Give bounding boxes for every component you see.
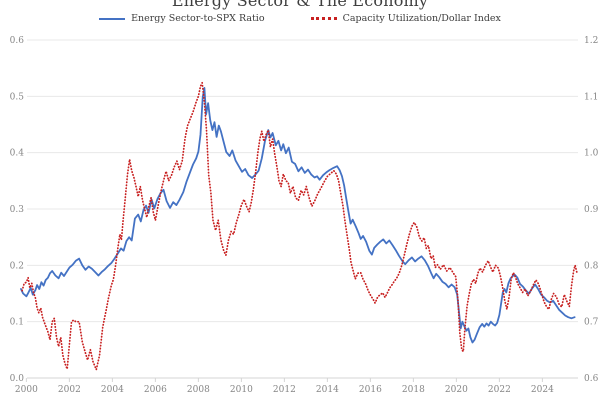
- right-axis-tick-label: 0.8: [584, 261, 599, 271]
- x-axis-tick-label: 2022: [488, 385, 511, 395]
- legend-item-energy-spx: Energy Sector-to-SPX Ratio: [99, 13, 265, 24]
- left-axis-tick-label: 0.6: [10, 36, 25, 46]
- left-axis-tick-label: 0.3: [10, 205, 25, 215]
- x-axis-tick-label: 2000: [15, 385, 38, 395]
- x-axis-tick-label: 2018: [402, 385, 425, 395]
- legend-label: Energy Sector-to-SPX Ratio: [131, 13, 265, 24]
- right-axis-tick-label: 0.9: [584, 205, 599, 215]
- x-axis-tick-label: 2002: [58, 385, 81, 395]
- left-axis-tick-label: 0.2: [10, 261, 24, 271]
- legend-item-capacity-dollar: Capacity Utilization/Dollar Index: [310, 13, 501, 24]
- right-axis-tick-label: 1.1: [584, 92, 598, 102]
- left-axis-tick-label: 0.1: [10, 318, 24, 328]
- left-axis-tick-label: 0.0: [10, 374, 25, 384]
- series-capacity-dollar-line: [21, 81, 578, 371]
- legend-dotted-line-swatch: [310, 17, 337, 20]
- left-axis-tick-label: 0.4: [10, 149, 25, 159]
- x-axis-tick-label: 2014: [316, 385, 339, 395]
- x-axis-tick-label: 2006: [144, 385, 167, 395]
- right-axis-tick-label: 1.0: [584, 149, 599, 159]
- x-axis-tick-label: 2012: [273, 385, 296, 395]
- series-energy-spx-line: [20, 87, 576, 344]
- chart-title: Energy Sector & The Economy: [171, 0, 429, 10]
- x-axis-tick-label: 2010: [230, 385, 253, 395]
- x-axis-tick-label: 2016: [359, 385, 382, 395]
- right-axis-tick-label: 0.6: [584, 374, 599, 384]
- legend-solid-line-swatch: [99, 17, 126, 20]
- chart-legend: Energy Sector-to-SPX Ratio Capacity Util…: [0, 13, 600, 24]
- legend-label: Capacity Utilization/Dollar Index: [342, 13, 501, 24]
- right-axis-tick-label: 1.2: [584, 36, 598, 46]
- left-axis-tick-label: 0.5: [10, 92, 25, 102]
- right-axis-tick-label: 0.7: [584, 318, 599, 328]
- x-axis-tick-label: 2020: [445, 385, 468, 395]
- x-axis-tick-label: 2024: [531, 385, 554, 395]
- x-axis-tick-label: 2004: [101, 385, 124, 395]
- x-axis-tick-label: 2008: [187, 385, 210, 395]
